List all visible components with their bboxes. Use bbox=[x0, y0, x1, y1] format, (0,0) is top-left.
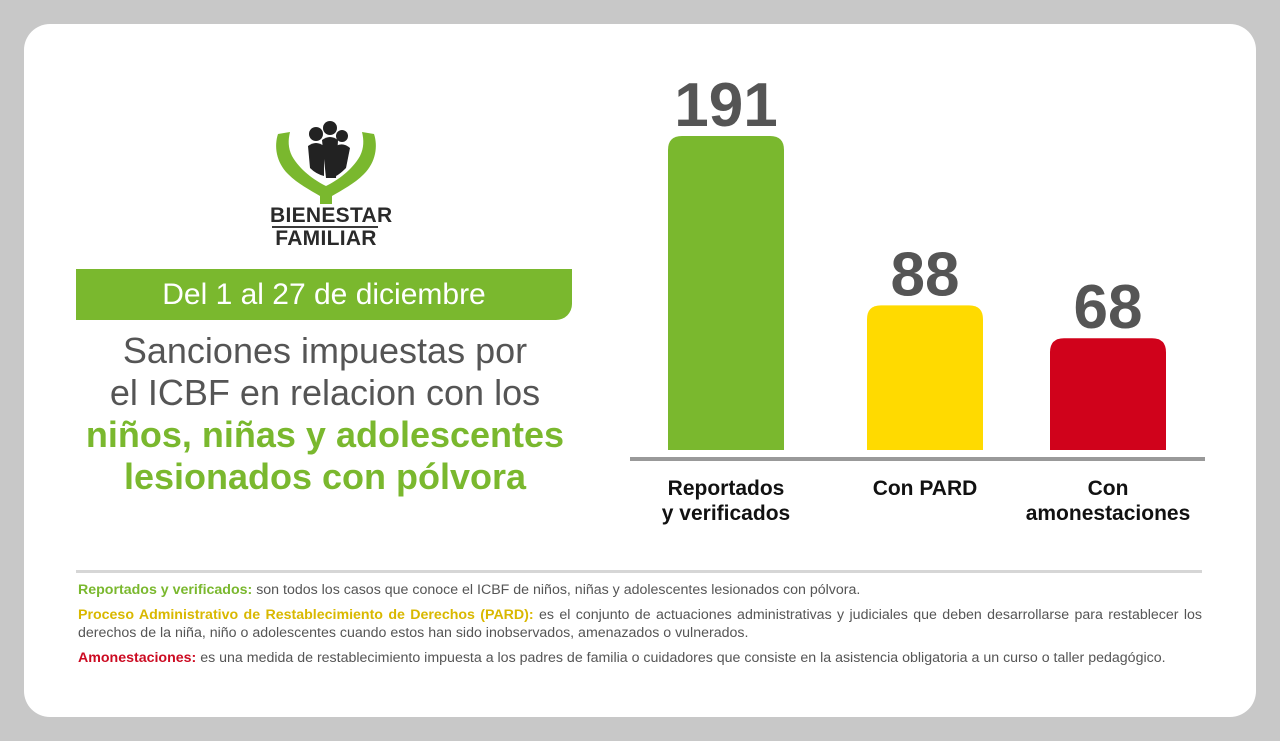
note-text: es el conjunto de actuaciones administra… bbox=[78, 607, 1202, 641]
note-pard: Proceso Administrativo de Restablecimien… bbox=[78, 606, 1202, 642]
bar-chart: 191 Reportados y verificados 88 Con PARD 68 Co… bbox=[620, 70, 1220, 540]
logo-text-line1: BIENESTAR bbox=[270, 204, 393, 227]
note-term: Reportados y verificados: bbox=[78, 582, 253, 598]
headline-line2: el ICBF en relacion con los bbox=[109, 372, 541, 413]
definitions: Reportados y verificados: son todos los … bbox=[78, 581, 1202, 674]
headline-line4: lesionados con pólvora bbox=[123, 456, 527, 497]
category-label: amonestaciones bbox=[1026, 502, 1191, 525]
note-amonestaciones: Amonestaciones: es una medida de restabl… bbox=[78, 649, 1202, 667]
notes-divider bbox=[76, 570, 1202, 573]
logo-text-line2: FAMILIAR bbox=[275, 227, 377, 250]
note-reportados: Reportados y verificados: son todos los … bbox=[78, 581, 1202, 599]
bar bbox=[668, 136, 784, 450]
x-axis-line bbox=[630, 457, 1205, 461]
date-range-banner: Del 1 al 27 de diciembre bbox=[76, 269, 572, 320]
hands-family-icon bbox=[276, 121, 376, 204]
bar-value-label: 68 bbox=[1074, 273, 1143, 342]
category-label: Con PARD bbox=[873, 477, 978, 500]
note-term: Proceso Administrativo de Restablecimien… bbox=[78, 607, 534, 623]
category-label: Reportados bbox=[668, 477, 785, 500]
bar bbox=[1050, 338, 1166, 450]
headline-line3: niños, niñas y adolescentes bbox=[85, 414, 565, 455]
category-label: Con bbox=[1088, 477, 1129, 500]
headline: Sanciones impuestas por el ICBF en relac… bbox=[60, 330, 590, 498]
note-text: es una medida de restablecimiento impues… bbox=[196, 650, 1166, 666]
category-label: y verificados bbox=[662, 502, 790, 525]
note-text: son todos los casos que conoce el ICBF d… bbox=[252, 582, 861, 598]
bar bbox=[867, 305, 983, 450]
logo-divider bbox=[272, 226, 378, 228]
note-term: Amonestaciones: bbox=[78, 650, 197, 666]
icbf-logo: BIENESTAR FAMILIAR bbox=[270, 116, 393, 251]
bar-value-label: 88 bbox=[891, 240, 960, 309]
bar-value-label: 191 bbox=[674, 71, 777, 140]
headline-line1: Sanciones impuestas por bbox=[122, 330, 528, 371]
